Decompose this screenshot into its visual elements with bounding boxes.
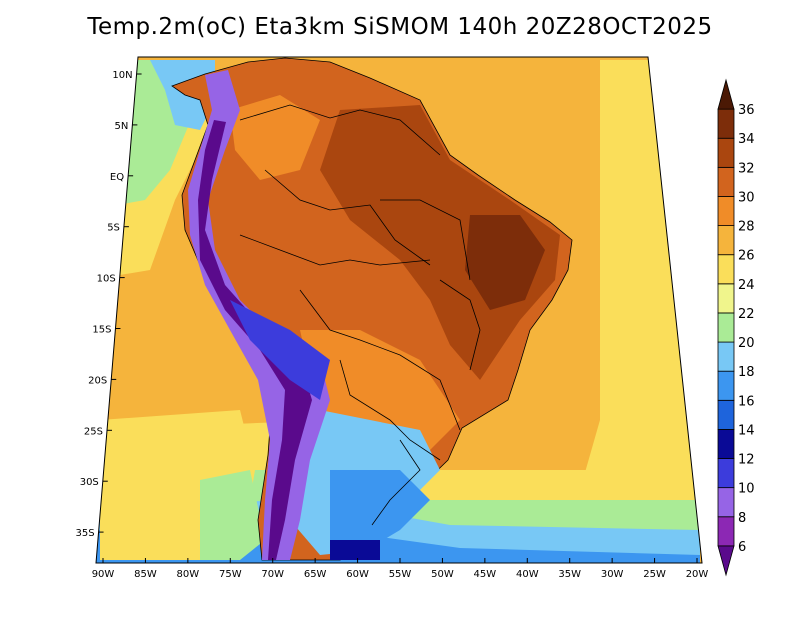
lat-label: EQ	[110, 172, 124, 183]
colorbar-segment	[717, 545, 735, 577]
colorbar-label: 32	[738, 161, 755, 176]
altiplano	[230, 300, 330, 400]
lon-label: 40W	[516, 569, 539, 580]
lon-label: 20W	[686, 569, 709, 580]
northeast-hot-region	[320, 105, 560, 380]
longitude-axis: 90W 85W 80W 75W 70W 65W 60W 55W 50W 45W 40W 35W 30W 2…	[92, 558, 709, 580]
colorbar-label: 24	[738, 278, 755, 293]
colorbar-segment	[717, 312, 735, 343]
lon-label: 35W	[558, 569, 581, 580]
colorbar-segment	[717, 108, 735, 139]
lon-label: 75W	[219, 569, 242, 580]
lat-label: 35S	[75, 528, 94, 539]
country-borders	[239, 104, 481, 526]
colorbar-label: 22	[738, 307, 755, 322]
latitude-axis: 10N 5N EQ 5S 10S 15S 20S 25S 30S 35S	[75, 70, 142, 539]
colorbar-label: 6	[738, 540, 746, 555]
colorbar-label: 36	[738, 103, 755, 118]
lon-label: 30W	[601, 569, 624, 580]
patagonia-cold	[330, 540, 380, 560]
colorbar-segment	[717, 166, 735, 197]
lon-label: 70W	[261, 569, 284, 580]
colorbar-label: 16	[738, 394, 755, 409]
map-title: Temp.2m(oC) Eta3km SiSMOM 140h 20Z28OCT2…	[87, 14, 713, 40]
colorbar-segment	[717, 254, 735, 285]
colorbar-segment	[717, 283, 735, 314]
colorbar-segment	[717, 429, 735, 459]
lat-label: 25S	[84, 426, 103, 437]
colorbar-label: 28	[738, 220, 755, 235]
lat-label: 5N	[115, 121, 129, 132]
lon-label: 45W	[474, 569, 497, 580]
pampas-cool	[330, 470, 430, 548]
map-field	[96, 57, 702, 563]
lon-label: 55W	[389, 569, 412, 580]
colorbar-segment	[717, 516, 735, 547]
lon-label: 60W	[346, 569, 369, 580]
chile-coast-band	[200, 470, 265, 560]
colorbar-label: 26	[738, 249, 755, 264]
map-frame	[95, 56, 703, 564]
lat-label: 10S	[97, 274, 116, 285]
colorbar-label: 10	[738, 482, 755, 497]
colorbar-label: 20	[738, 336, 755, 351]
colorbar-segment	[717, 370, 735, 401]
colorbar-label: 8	[738, 511, 746, 526]
lon-label: 90W	[92, 569, 115, 580]
colorbar-segment	[717, 399, 735, 430]
colorbar-segment	[717, 487, 735, 518]
colorbar-label: 18	[738, 365, 755, 380]
colorbar-label: 34	[738, 132, 755, 147]
hottest-core-region	[465, 215, 545, 310]
colorbar-segment	[717, 458, 735, 489]
colorbar-segment	[717, 341, 735, 372]
lon-label: 85W	[134, 569, 157, 580]
lon-label: 65W	[304, 569, 327, 580]
colorbar-segment	[717, 196, 735, 226]
lat-label: 30S	[80, 477, 99, 488]
lat-label: 20S	[88, 375, 107, 386]
lat-label: 10N	[112, 70, 132, 81]
colorbar-label: 30	[738, 190, 755, 205]
colorbar-segment	[717, 137, 735, 168]
colorbar-label: 14	[738, 423, 755, 438]
colorbar-label: 12	[738, 453, 755, 468]
lon-label: 25W	[643, 569, 666, 580]
lat-label: 15S	[92, 325, 111, 336]
lon-label: 80W	[177, 569, 200, 580]
colorbar: 6 8 10 12 14 16 18 20 22 24 26 28 30 32 34 36	[717, 78, 755, 577]
colorbar-segment	[717, 78, 735, 110]
lon-label: 50W	[431, 569, 454, 580]
colorbar-segment	[717, 225, 735, 256]
lat-label: 5S	[107, 223, 120, 234]
